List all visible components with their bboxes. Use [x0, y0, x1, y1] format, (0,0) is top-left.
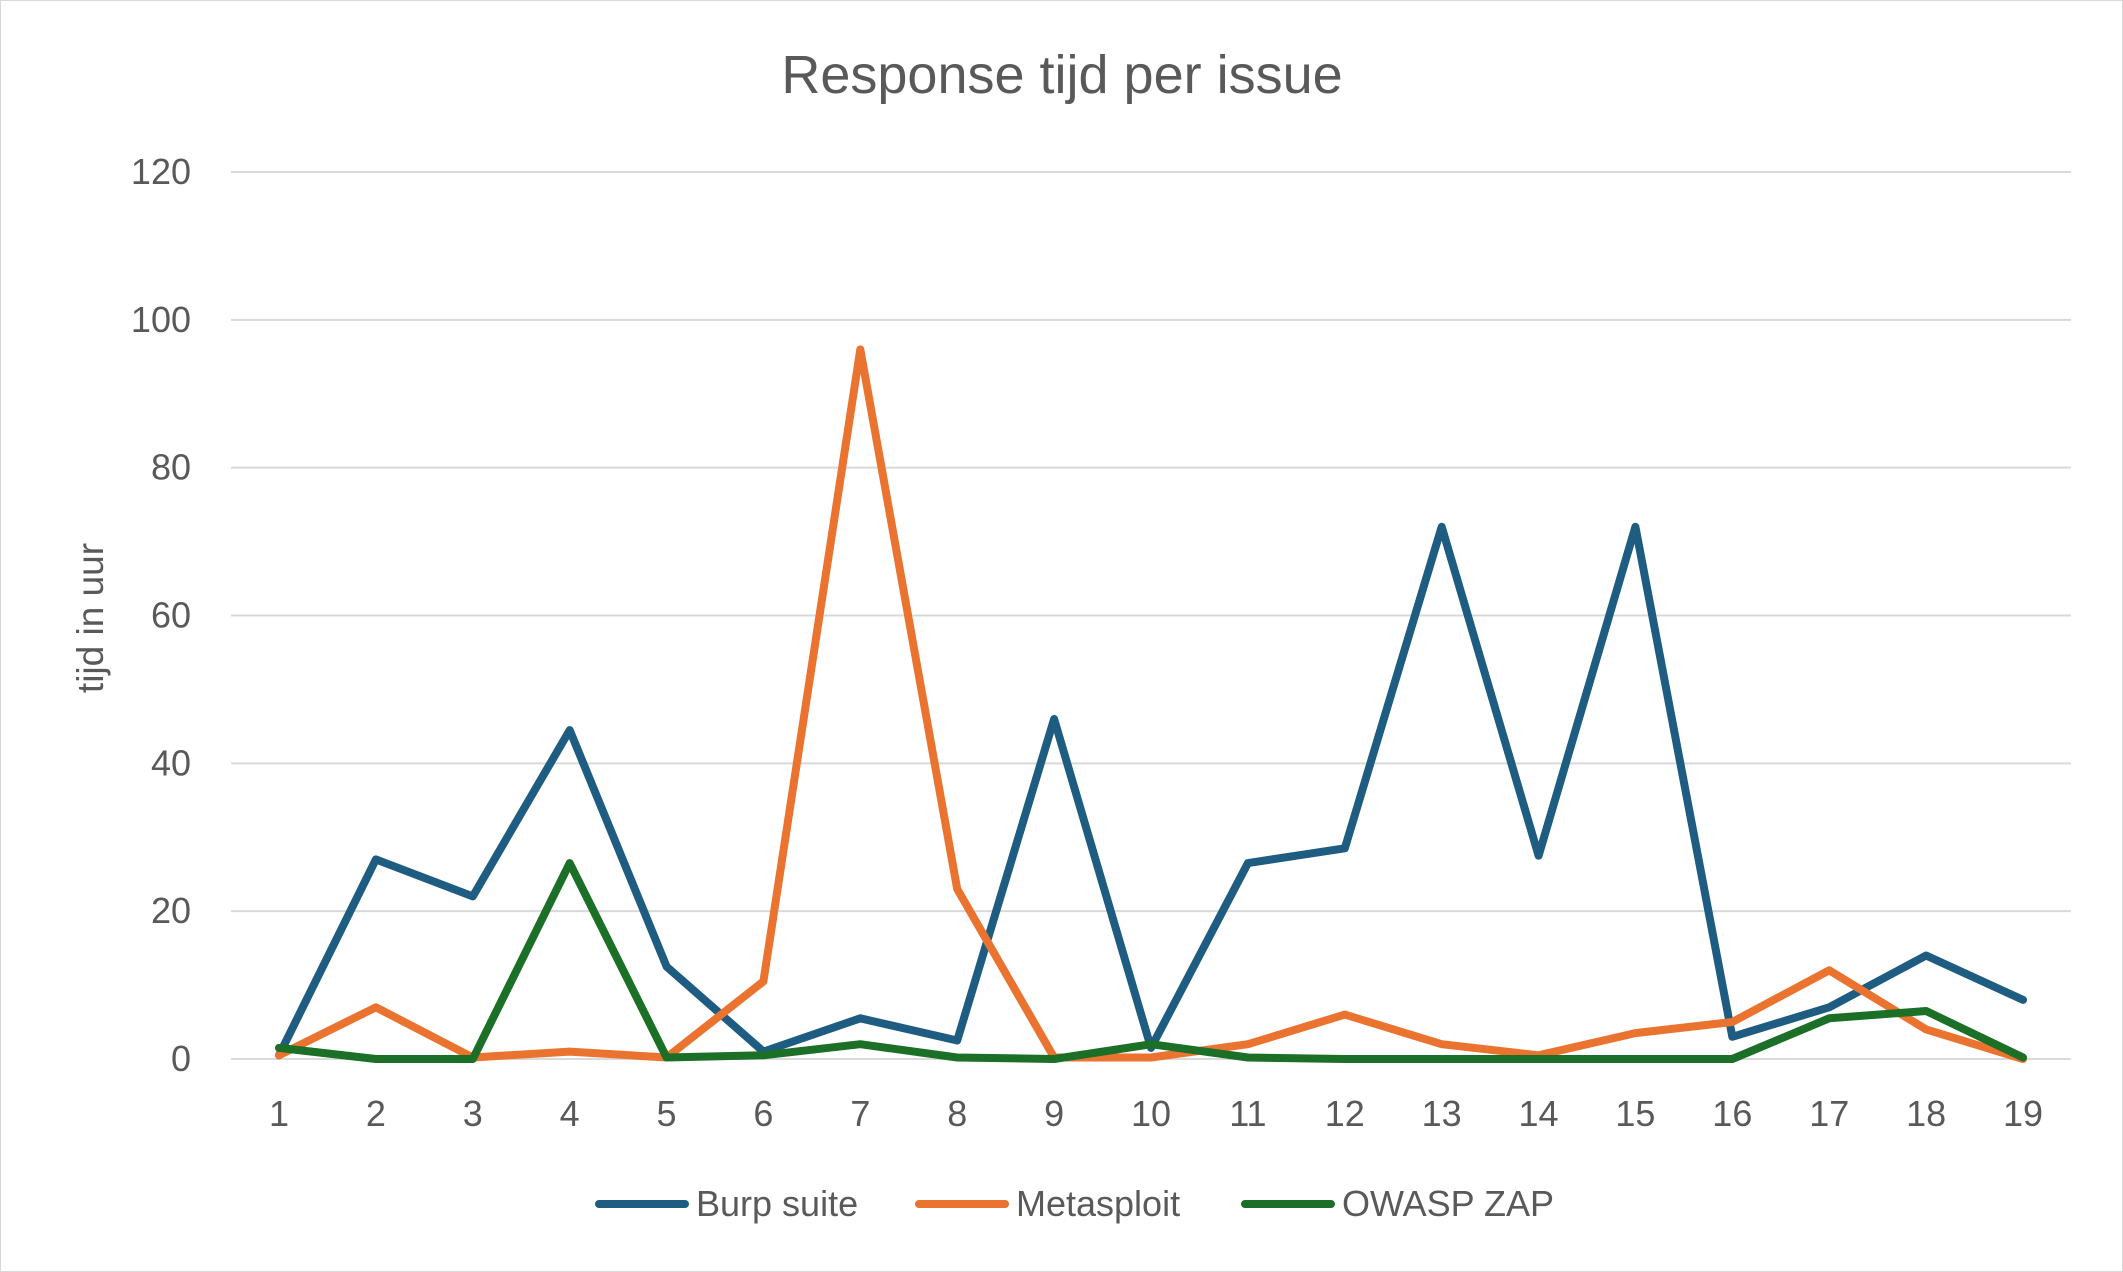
legend: Burp suite Metasploit OWASP ZAP [595, 1183, 1554, 1224]
legend-label: OWASP ZAP [1342, 1183, 1554, 1224]
x-tick-label: 10 [1131, 1093, 1171, 1134]
x-tick-label: 12 [1325, 1093, 1365, 1134]
x-tick-label: 17 [1809, 1093, 1849, 1134]
series-line-owasp-zap [275, 859, 2027, 1063]
x-tick-label: 2 [366, 1093, 386, 1134]
y-tick-label: 120 [131, 151, 191, 192]
y-tick-label: 40 [151, 742, 191, 783]
legend-item-metasploit: Metasploit [915, 1183, 1180, 1224]
chart-title: Response tijd per issue [781, 45, 1342, 105]
x-tick-label: 9 [1044, 1093, 1064, 1134]
legend-item-burp-suite: Burp suite [595, 1183, 858, 1224]
y-tick-label: 80 [151, 447, 191, 488]
x-tick-label: 14 [1519, 1093, 1559, 1134]
x-tick-label: 1 [269, 1093, 289, 1134]
x-tick-label: 7 [850, 1093, 870, 1134]
x-tick-label: 3 [463, 1093, 483, 1134]
x-tick-label: 15 [1615, 1093, 1655, 1134]
y-tick-label: 100 [131, 299, 191, 340]
y-tick-label: 0 [171, 1038, 191, 1079]
y-tick-label: 60 [151, 595, 191, 636]
x-tick-label: 19 [2003, 1093, 2043, 1134]
x-tick-label: 8 [947, 1093, 967, 1134]
legend-label: Metasploit [1016, 1183, 1180, 1224]
x-tick-label: 18 [1906, 1093, 1946, 1134]
x-tick-label: 11 [1229, 1093, 1266, 1134]
y-axis-tick-labels: 0 20 40 60 80 100 120 [131, 151, 191, 1079]
series-line-metasploit [275, 345, 2027, 1063]
x-tick-label: 4 [560, 1093, 580, 1134]
y-tick-label: 20 [151, 890, 191, 931]
series-line-burp-suite [275, 522, 2027, 1060]
legend-label: Burp suite [696, 1183, 858, 1224]
gridlines [231, 171, 2071, 1060]
x-tick-label: 13 [1422, 1093, 1462, 1134]
x-tick-label: 5 [657, 1093, 677, 1134]
x-tick-label: 16 [1712, 1093, 1752, 1134]
series-lines [275, 345, 2027, 1063]
x-axis-tick-labels: 1 2 3 4 5 6 7 8 9 10 11 12 13 14 15 16 17 18 19 [269, 1093, 2043, 1134]
legend-item-owasp-zap: OWASP ZAP [1241, 1183, 1554, 1224]
y-axis-title: tijd in uur [70, 543, 111, 693]
x-tick-label: 6 [753, 1093, 773, 1134]
